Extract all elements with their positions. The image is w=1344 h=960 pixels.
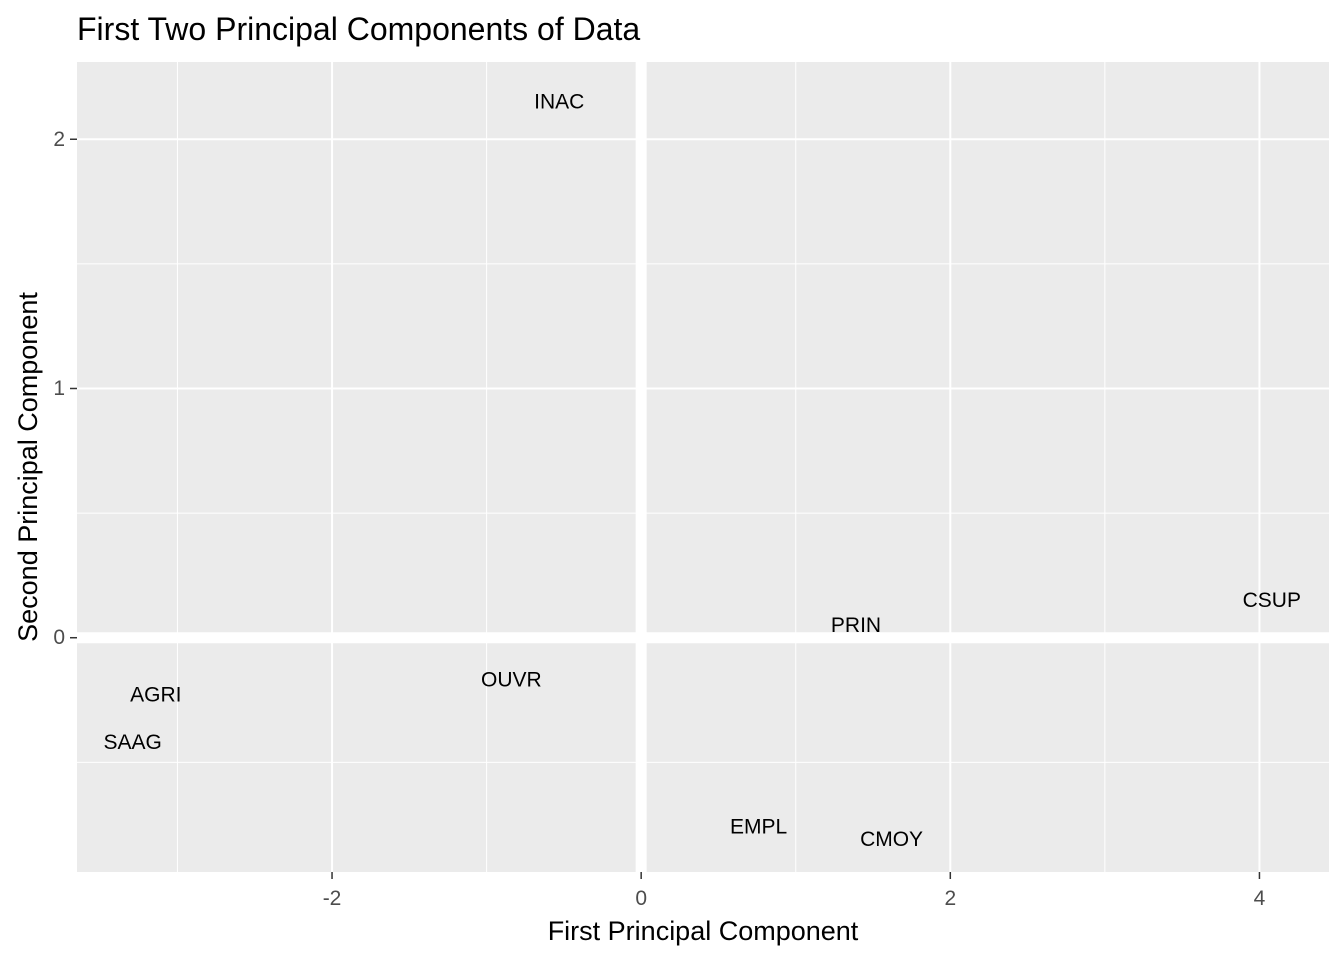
y-tick-label: 2: [53, 128, 65, 151]
x-axis-title: First Principal Component: [548, 916, 859, 946]
reference-lines: [77, 62, 1329, 872]
y-axis: 0 1 2: [53, 128, 77, 649]
point-labels: INAC CSUP PRIN OUVR AGRI SAAG EMPL CMOY: [103, 90, 1301, 851]
minor-gridlines: [77, 62, 1329, 872]
x-tick-label: -2: [323, 887, 342, 910]
x-tick-label: 0: [635, 887, 647, 910]
point-label-empl: EMPL: [730, 816, 787, 839]
point-label-csup: CSUP: [1243, 589, 1301, 612]
x-tick-label: 2: [944, 887, 956, 910]
y-tick-label: 0: [53, 626, 65, 649]
point-label-saag: SAAG: [103, 731, 161, 754]
point-label-cmoy: CMOY: [860, 828, 923, 851]
point-label-inac: INAC: [534, 90, 584, 113]
plot-panel: [77, 62, 1329, 872]
chart-title: First Two Principal Components of Data: [77, 11, 640, 47]
x-axis: -2 0 2 4: [323, 872, 1266, 910]
y-tick-label: 1: [53, 377, 65, 400]
y-axis-title: Second Principal Component: [13, 292, 43, 642]
point-label-agri: AGRI: [130, 684, 181, 707]
x-tick-label: 4: [1254, 887, 1266, 910]
point-label-ouvr: OUVR: [481, 669, 542, 692]
point-label-prin: PRIN: [831, 614, 881, 637]
